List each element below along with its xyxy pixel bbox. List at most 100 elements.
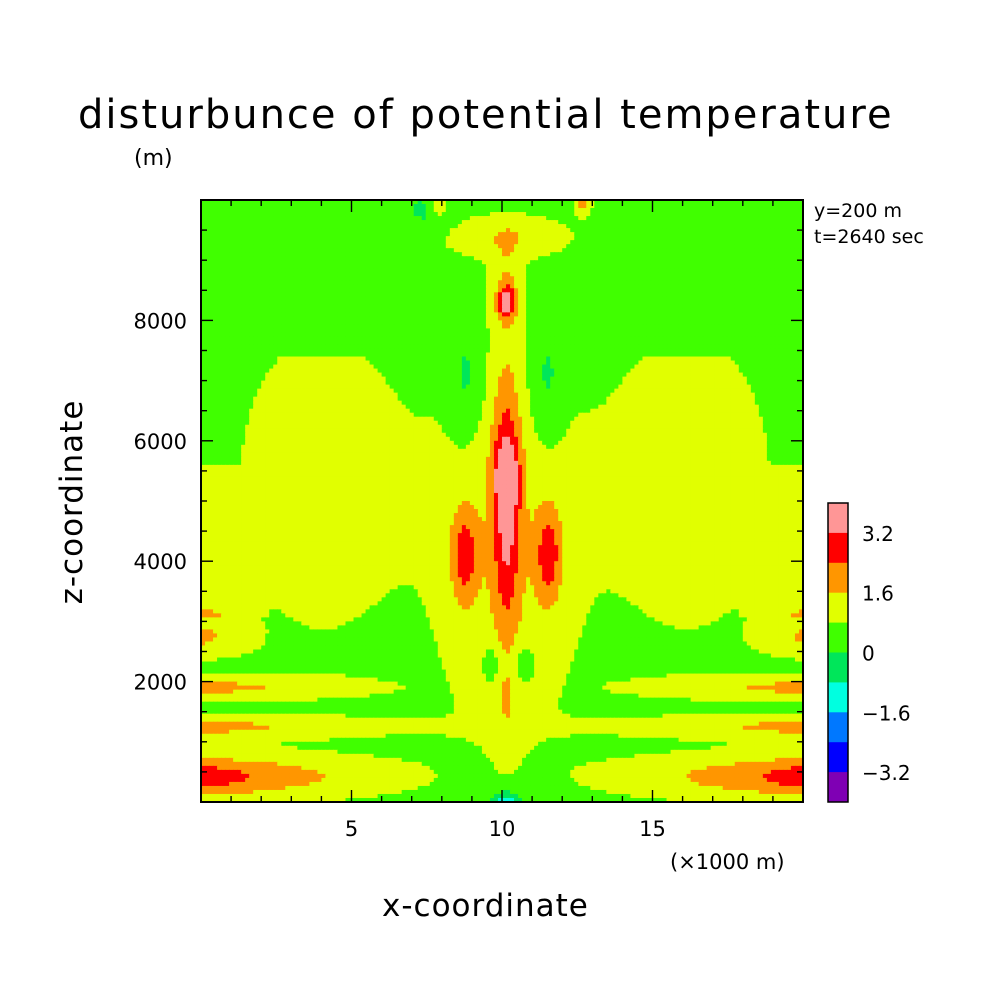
field-cell bbox=[497, 228, 503, 233]
field-cell bbox=[778, 232, 784, 237]
field-cell bbox=[337, 228, 343, 233]
field-cell bbox=[610, 204, 615, 209]
field-cell bbox=[606, 308, 611, 313]
field-cell bbox=[453, 228, 459, 233]
field-cell bbox=[714, 300, 720, 305]
field-cell bbox=[253, 240, 258, 245]
field-cell bbox=[514, 216, 519, 221]
field-cell bbox=[465, 316, 471, 321]
field-cell bbox=[277, 220, 282, 225]
field-cell bbox=[497, 200, 503, 205]
field-cell bbox=[562, 248, 567, 253]
field-cell bbox=[658, 208, 664, 213]
field-cell bbox=[550, 244, 555, 249]
field-cell bbox=[345, 236, 351, 241]
field-cell bbox=[469, 280, 475, 285]
field-cell bbox=[702, 312, 708, 317]
field-cell bbox=[333, 288, 339, 293]
field-cell bbox=[329, 220, 335, 225]
field-cell bbox=[249, 268, 254, 273]
field-cell bbox=[361, 224, 367, 229]
field-cell bbox=[706, 216, 712, 221]
field-cell bbox=[237, 204, 242, 209]
field-cell bbox=[666, 328, 672, 334]
field-cell bbox=[590, 252, 595, 257]
field-cell bbox=[630, 224, 636, 229]
field-cell bbox=[469, 312, 475, 317]
field-cell bbox=[357, 228, 363, 233]
field-cell bbox=[265, 268, 270, 273]
field-cell bbox=[241, 284, 246, 289]
field-cell bbox=[510, 264, 515, 269]
field-cell bbox=[245, 288, 250, 293]
field-cell bbox=[229, 260, 234, 265]
field-cell bbox=[209, 308, 214, 313]
field-cell bbox=[277, 200, 282, 205]
field-cell bbox=[762, 256, 768, 261]
field-cell bbox=[586, 228, 591, 233]
field-cell bbox=[758, 324, 764, 330]
field-cell bbox=[698, 272, 704, 277]
field-cell bbox=[766, 312, 772, 317]
field-cell bbox=[429, 316, 435, 321]
field-cell bbox=[441, 240, 447, 245]
field-cell bbox=[477, 224, 483, 229]
field-cell bbox=[489, 224, 495, 229]
field-cell bbox=[750, 276, 756, 281]
field-cell bbox=[297, 264, 302, 269]
field-cell bbox=[421, 252, 427, 257]
field-cell bbox=[497, 212, 503, 217]
field-cell bbox=[634, 212, 640, 217]
field-cell bbox=[758, 256, 764, 261]
field-cell bbox=[758, 296, 764, 301]
field-cell bbox=[718, 292, 724, 297]
field-cell bbox=[590, 292, 595, 297]
field-cell bbox=[786, 312, 792, 317]
field-cell bbox=[301, 252, 306, 257]
field-cell bbox=[301, 236, 306, 241]
field-cell bbox=[325, 292, 331, 297]
field-cell bbox=[670, 260, 676, 265]
field-cell bbox=[221, 264, 226, 269]
field-cell bbox=[481, 272, 487, 277]
field-cell bbox=[582, 284, 587, 289]
field-cell bbox=[361, 220, 367, 225]
field-cell bbox=[630, 200, 636, 205]
field-cell bbox=[253, 212, 258, 217]
field-cell bbox=[377, 240, 383, 245]
field-cell bbox=[289, 320, 294, 326]
field-cell bbox=[706, 304, 712, 309]
field-cell bbox=[381, 216, 387, 221]
field-cell bbox=[425, 316, 431, 321]
field-cell bbox=[321, 300, 327, 305]
field-cell bbox=[594, 284, 599, 289]
field-cell bbox=[622, 320, 628, 326]
field-cell bbox=[237, 200, 242, 205]
field-cell bbox=[658, 324, 664, 330]
field-cell bbox=[786, 276, 792, 281]
field-cell bbox=[277, 204, 282, 209]
field-cell bbox=[397, 260, 403, 265]
field-cell bbox=[249, 320, 254, 326]
field-cell bbox=[638, 280, 644, 285]
field-cell bbox=[381, 256, 387, 261]
field-cell bbox=[409, 248, 415, 253]
field-cell bbox=[586, 324, 591, 330]
field-cell bbox=[497, 296, 503, 301]
field-cell bbox=[421, 216, 427, 221]
field-cell bbox=[457, 280, 463, 285]
field-cell bbox=[497, 252, 503, 257]
field-cell bbox=[481, 252, 487, 257]
field-cell bbox=[445, 324, 451, 330]
field-cell bbox=[662, 212, 668, 217]
field-cell bbox=[626, 224, 632, 229]
field-cell bbox=[590, 240, 595, 245]
field-cell bbox=[622, 236, 628, 241]
field-cell bbox=[634, 216, 640, 221]
field-cell bbox=[301, 312, 306, 317]
field-cell bbox=[782, 220, 788, 225]
field-cell bbox=[353, 256, 359, 261]
field-cell bbox=[630, 252, 636, 257]
field-cell bbox=[269, 212, 274, 217]
field-cell bbox=[662, 312, 668, 317]
